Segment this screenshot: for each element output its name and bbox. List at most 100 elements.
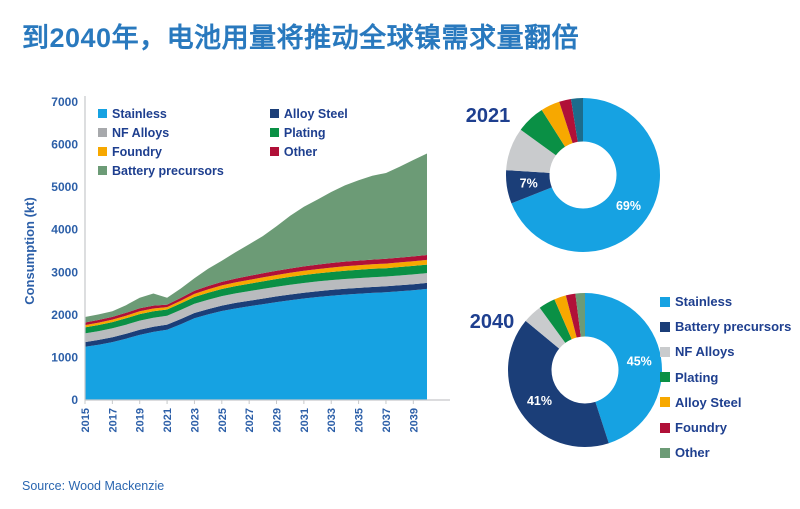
donut-slice-plating	[539, 299, 572, 343]
legend-item: Other	[269, 142, 348, 161]
legend-label: Foundry	[675, 420, 727, 436]
legend-label: Plating	[283, 125, 326, 140]
legend-swatch	[660, 321, 670, 332]
x-tick-label: 2039	[408, 408, 420, 432]
y-tick-label: 1000	[51, 350, 78, 364]
x-tick-label: 2029	[272, 408, 284, 432]
pct-label: 45%	[627, 354, 652, 368]
donut-slice-stainless	[585, 293, 662, 444]
donut-slice-plating	[520, 109, 566, 156]
legend-item: NF Alloys	[660, 339, 791, 364]
legend-swatch	[98, 147, 107, 156]
legend-item: Foundry	[660, 415, 791, 440]
legend-swatch	[269, 147, 279, 156]
legend-label: Alloy Steel	[675, 394, 742, 410]
legend-label: Stainless	[675, 294, 733, 310]
x-tick-label: 2035	[354, 408, 366, 432]
donut-slice-alloy-steel	[554, 295, 577, 340]
area-chart-legend: Stainless NF Alloys Foundry Battery precurs…	[98, 104, 348, 180]
x-tick-label: 2037	[381, 408, 393, 432]
area-series-other	[85, 255, 427, 326]
x-tick-label: 2025	[217, 408, 229, 432]
donut-slice-nf-alloys	[506, 129, 556, 173]
legend-item: Plating	[660, 365, 791, 390]
legend-item: Alloy Steel	[660, 390, 791, 415]
pct-label: 7%	[520, 177, 538, 191]
donut-2021-year-label: 2021	[465, 105, 511, 127]
legend-swatch	[660, 447, 670, 458]
source-text: Source: Wood Mackenzie	[22, 479, 165, 493]
x-tick-label: 2023	[189, 408, 201, 432]
legend-item: NF Alloys	[98, 123, 224, 142]
y-tick-label: 5000	[51, 180, 78, 194]
y-tick-label: 2000	[51, 308, 78, 322]
donut-legend: Stainless Battery precursors NF Alloys Plat…	[660, 289, 791, 465]
consumption-area-chart: 0 1000 2000 3000 4000 5000 6000 7000 Consumption…	[22, 95, 450, 432]
legend-item: Alloy Steel	[269, 104, 348, 123]
legend-label: Alloy Steel	[283, 106, 348, 121]
area-series-battery-precursors	[85, 153, 427, 323]
area-series-nf-alloys	[85, 273, 427, 343]
legend-swatch	[269, 128, 279, 137]
legend-item: Battery precursors	[98, 161, 224, 180]
donut-slice-alloy-steel	[541, 101, 573, 147]
y-tick-label: 4000	[51, 223, 78, 237]
legend-label: Other	[283, 144, 318, 159]
area-series-stainless	[85, 288, 427, 400]
x-tick-label: 2015	[80, 408, 92, 432]
legend-label: Plating	[675, 369, 719, 385]
legend-item: Foundry	[98, 142, 224, 161]
page-title: 到2040年，电池用量将推动全球镍需求量翻倍	[22, 23, 580, 53]
donut-slice-foundry	[565, 293, 581, 338]
legend-label: NF Alloys	[112, 125, 170, 140]
legend-item: Stainless	[98, 104, 224, 123]
legend-label: Stainless	[112, 106, 167, 121]
x-tick-label: 2033	[326, 408, 338, 432]
legend-item: Plating	[269, 123, 348, 142]
legend-swatch	[660, 397, 670, 408]
legend-swatch	[98, 166, 107, 175]
legend-swatch	[660, 296, 670, 307]
legend-item: Battery precursors	[660, 314, 791, 339]
donut-slice-nf-alloys	[525, 307, 566, 349]
area-legend-column: Stainless NF Alloys Foundry Battery precurs…	[98, 104, 224, 180]
x-tick-label: 2019	[135, 408, 147, 432]
x-tick-label: 2017	[107, 408, 119, 432]
donut-slice-battery-precursors	[505, 170, 552, 204]
legend-label: Battery precursors	[675, 319, 792, 335]
donut-slice-other	[575, 293, 585, 337]
legend-label: Other	[675, 445, 710, 461]
area-series-alloy-steel	[85, 282, 427, 347]
legend-swatch	[660, 422, 670, 433]
area-series-foundry	[85, 259, 427, 328]
legend-swatch	[660, 346, 670, 357]
y-axis-title: Consumption (kt)	[22, 197, 37, 305]
donut-chart-2021: 69% 7%	[505, 98, 661, 252]
area-series-plating	[85, 264, 427, 334]
x-tick-label: 2021	[162, 408, 174, 432]
pct-label: 41%	[527, 394, 552, 408]
legend-item: Other	[660, 440, 791, 465]
donut-2040-year-label: 2040	[469, 311, 515, 333]
legend-label: Foundry	[112, 144, 162, 159]
legend-swatch	[98, 109, 107, 118]
pct-label: 69%	[616, 199, 641, 213]
legend-swatch	[98, 128, 107, 137]
y-tick-label: 3000	[51, 265, 78, 279]
legend-swatch	[269, 109, 279, 118]
area-legend-column: Alloy Steel Plating Other	[269, 104, 348, 180]
donut-slice-battery-precursors	[508, 320, 609, 447]
legend-label: Battery precursors	[112, 163, 224, 178]
legend-swatch	[660, 372, 670, 383]
y-tick-label: 0	[71, 393, 78, 407]
legend-label: NF Alloys	[675, 344, 735, 360]
donut-slice-stainless	[511, 98, 661, 252]
donut-chart-2040: 45% 41%	[508, 293, 662, 447]
donut-slice-foundry	[559, 98, 578, 144]
donut-slice-other	[570, 98, 583, 142]
x-tick-label: 2027	[244, 408, 256, 432]
y-tick-label: 7000	[51, 95, 78, 109]
x-tick-label: 2031	[299, 408, 311, 432]
legend-item: Stainless	[660, 289, 791, 314]
